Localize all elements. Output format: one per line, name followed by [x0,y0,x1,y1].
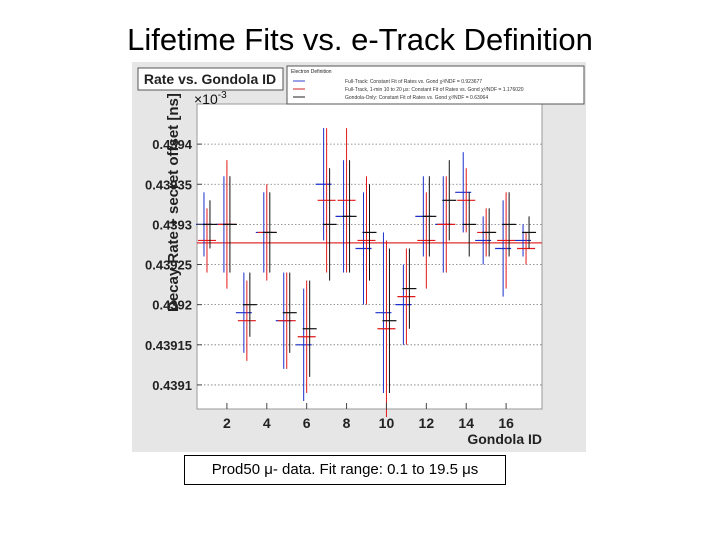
y-tick-label: 0.43935 [145,177,192,192]
x-tick-label: 4 [263,415,271,431]
x-tick-label: 16 [498,415,514,431]
y-tick-label: 0.43915 [145,338,192,353]
y-tick-label: 0.4391 [152,378,192,393]
legend: Electron Definition Full-Track: Constant… [286,65,585,105]
x-tick-label: 12 [419,415,435,431]
x-tick-label: 14 [458,415,474,431]
tick-layer: 0.4394 0.43935 0.4393 0.43925 0.4392 0.43915 0… [145,137,514,431]
x-tick-label: 8 [343,415,351,431]
x-tick-label: 2 [223,415,231,431]
legend-entry-label: Gondola-Only: Constant Fit of Rates vs. … [345,95,488,101]
x-tick-label: 6 [303,415,311,431]
y-tick-label: 0.4392 [152,298,192,313]
data-layer [195,128,537,418]
legend-box [286,65,585,105]
legend-entries: Full-Track: Constant Fit of Rates vs. Go… [293,79,524,101]
legend-header: Electron Definition [291,69,332,75]
y-multiplier-label: ×10-3 [194,90,227,107]
chart-title-box [137,67,284,91]
slide-title: Lifetime Fits vs. e-Track Definition [127,22,593,57]
y-tick-label: 0.4393 [152,217,192,232]
y-axis-label: Decay Rate + secret offset [ns] [165,93,182,312]
chart-title: Rate vs. Gondola ID [144,71,276,87]
x-axis-label: Gondola ID [467,431,542,447]
caption-box: Prod50 μ- data. Fit range: 0.1 to 19.5 μ… [184,455,506,485]
x-tick-label: 10 [379,415,395,431]
y-tick-label: 0.43925 [145,258,192,273]
legend-entry-label: Full-Track, 1-min 10 to 20 μs: Constant … [345,87,524,93]
legend-entry-label: Full-Track: Constant Fit of Rates vs. Go… [345,79,482,85]
y-tick-label: 0.4394 [152,137,193,152]
